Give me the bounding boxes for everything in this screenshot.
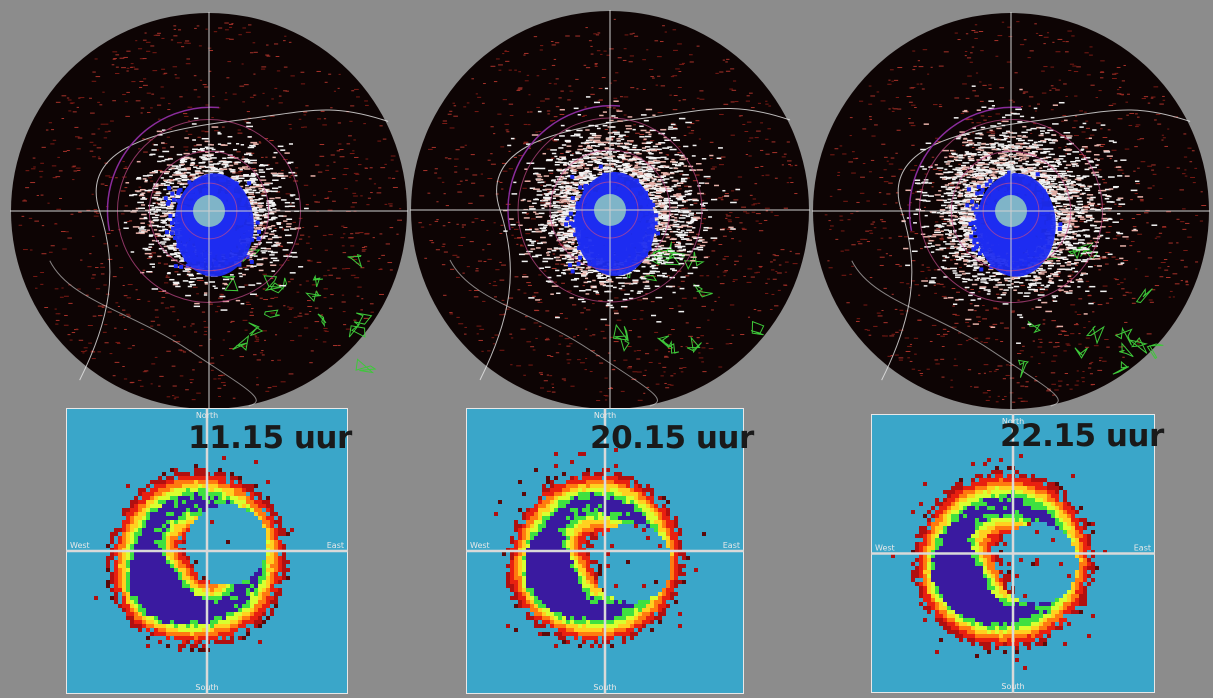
compass-east-label: East [1134, 544, 1151, 553]
compass-north-label: North [594, 411, 616, 420]
time-label-3: 22.15 uur [1000, 418, 1164, 454]
histogram-panel-3: North South West East [871, 414, 1155, 693]
radar-image-1 [10, 12, 408, 410]
histogram-panel-2: North South West East [466, 408, 744, 694]
histogram-panel-1: North South West East [66, 408, 348, 694]
radar-image-2 [410, 10, 810, 410]
compass-east-label: East [723, 541, 740, 550]
time-label-1: 11.15 uur [188, 420, 352, 456]
compass-north-label: North [196, 411, 218, 420]
compass-west-label: West [875, 544, 895, 553]
radar-image-3 [812, 12, 1210, 410]
compass-west-label: West [470, 541, 490, 550]
compass-south-label: South [195, 683, 218, 692]
compass-east-label: East [327, 541, 344, 550]
compass-west-label: West [70, 541, 90, 550]
compass-north-label: North [1002, 417, 1024, 426]
time-label-2: 20.15 uur [590, 420, 754, 456]
compass-south-label: South [593, 683, 616, 692]
compass-south-label: South [1001, 682, 1024, 691]
